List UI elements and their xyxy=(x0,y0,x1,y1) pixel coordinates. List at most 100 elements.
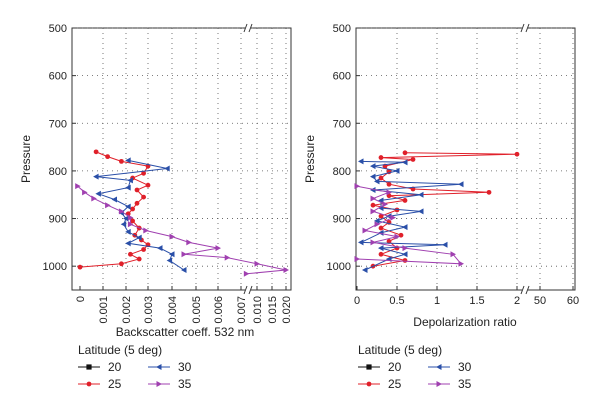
backscatter-panel: 500 600 700 800 900 1000 Pressure 0 0.001 0.002 0.… xyxy=(19,23,293,339)
legend-marker-30 xyxy=(156,364,162,370)
x-tick-label: 0.010 xyxy=(252,296,264,324)
x-axis-label: Depolarization ratio xyxy=(413,315,517,329)
data-point-30 xyxy=(386,256,392,263)
data-point-35 xyxy=(283,266,289,273)
x-tick-label: 0.005 xyxy=(191,296,203,324)
series-line-35 xyxy=(356,185,463,265)
x-tick-label: 1 xyxy=(434,295,440,307)
data-point-35 xyxy=(169,233,175,240)
y-tick-label: 900 xyxy=(49,214,67,226)
x-tick-label: 0.002 xyxy=(121,296,133,324)
data-point-25 xyxy=(119,158,124,164)
data-point-25 xyxy=(378,175,384,181)
data-point-35 xyxy=(75,183,81,190)
x-tick-label: 0.007 xyxy=(236,296,248,324)
data-point-25 xyxy=(77,264,83,270)
data-point-30 xyxy=(181,266,187,273)
data-point-30 xyxy=(418,208,424,215)
data-point-30 xyxy=(458,181,464,188)
data-point-30 xyxy=(402,251,408,258)
data-point-25 xyxy=(394,207,400,213)
data-point-35 xyxy=(91,195,97,202)
legend-left: Latitude (5 deg) 20 30 25 35 xyxy=(78,343,192,391)
legend-marker-20 xyxy=(366,364,372,370)
data-point-25 xyxy=(130,206,136,212)
data-point-25 xyxy=(127,251,133,257)
x-tick-label: 0.004 xyxy=(167,296,179,324)
x-tick-label: 0 xyxy=(354,295,360,307)
data-point-25 xyxy=(105,154,110,160)
x-axis-label: Backscatter coeff. 532 nm xyxy=(116,325,255,339)
data-point-30 xyxy=(370,163,376,170)
x-tick-label: 0.003 xyxy=(143,296,155,324)
data-point-25 xyxy=(378,155,384,160)
data-point-30 xyxy=(123,215,129,222)
data-point-35 xyxy=(354,256,360,263)
y-tick-label: 500 xyxy=(49,23,67,35)
data-point-25 xyxy=(141,247,147,252)
x-tick-label: 0.5 xyxy=(389,295,404,307)
data-point-30 xyxy=(418,191,424,198)
data-point-35 xyxy=(82,189,88,196)
data-point-35 xyxy=(386,189,392,196)
legend-label-35: 35 xyxy=(178,377,192,391)
y-axis-label: Pressure xyxy=(303,135,317,183)
data-point-25 xyxy=(514,151,520,157)
data-point-25 xyxy=(134,187,140,193)
data-point-25 xyxy=(398,232,404,238)
plot-frame xyxy=(355,27,576,291)
legend-marker-25 xyxy=(366,381,372,387)
data-point-35 xyxy=(390,214,396,221)
data-point-35 xyxy=(374,221,380,228)
x-tick-label: 0 xyxy=(75,296,87,302)
legend-marker-25 xyxy=(86,381,92,387)
legend-marker-30 xyxy=(436,364,442,370)
data-point-35 xyxy=(143,227,149,234)
axis-break-mark xyxy=(243,285,248,295)
data-point-35 xyxy=(127,214,134,221)
axis-break-mark xyxy=(243,23,248,33)
data-point-35 xyxy=(215,245,221,252)
data-point-35 xyxy=(370,208,376,215)
axis-break-mark xyxy=(520,23,525,33)
data-point-25 xyxy=(134,200,140,206)
axis-break-mark xyxy=(520,285,525,295)
data-point-35 xyxy=(118,208,125,215)
x-tick-label: 0.020 xyxy=(281,296,293,324)
axis-break-mark xyxy=(525,23,530,33)
x-tick-label: 0.001 xyxy=(98,296,110,324)
legend-label-20: 20 xyxy=(108,360,122,374)
legend-label-25: 25 xyxy=(108,377,122,391)
data-point-35 xyxy=(458,260,464,267)
legend-label-30: 30 xyxy=(458,360,472,374)
y-tick-label: 1000 xyxy=(43,261,67,273)
data-point-30 xyxy=(127,177,133,184)
data-point-30 xyxy=(402,224,408,231)
data-point-25 xyxy=(145,182,151,188)
data-point-30 xyxy=(125,157,131,164)
y-tick-label: 500 xyxy=(333,23,351,35)
data-point-35 xyxy=(254,260,260,267)
data-point-35 xyxy=(370,239,376,246)
data-point-30 xyxy=(120,221,127,228)
axis-break-mark xyxy=(248,23,253,33)
data-point-30 xyxy=(125,228,131,235)
series-line-35 xyxy=(77,185,287,275)
data-point-35 xyxy=(354,183,360,190)
legend-title: Latitude (5 deg) xyxy=(78,343,162,357)
x-tick-label: 2 xyxy=(514,295,520,307)
x-tick-label: 50 xyxy=(534,295,546,307)
data-point-30 xyxy=(157,245,163,252)
depolarization-panel: 500 600 700 800 900 1000 Pressure 0 0.5 1 1.5 2 50 60… xyxy=(303,23,579,329)
legend-marker-35 xyxy=(156,381,162,387)
data-point-30 xyxy=(125,240,131,247)
x-tick-label: 0.006 xyxy=(213,296,225,324)
data-point-35 xyxy=(382,201,388,208)
data-point-25 xyxy=(370,202,376,208)
data-point-35 xyxy=(450,251,456,258)
data-point-25 xyxy=(141,170,147,176)
data-point-25 xyxy=(141,194,147,200)
data-point-30 xyxy=(374,217,380,224)
data-point-30 xyxy=(95,190,101,197)
